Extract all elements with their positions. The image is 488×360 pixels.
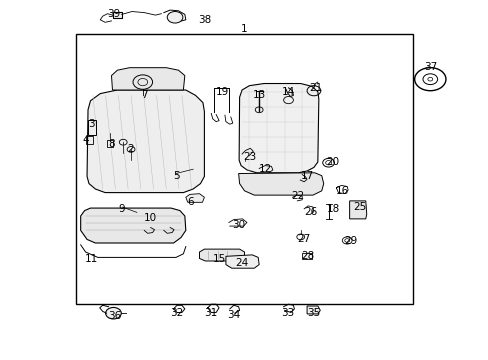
Bar xyxy=(86,136,92,144)
Polygon shape xyxy=(199,249,244,261)
Text: 7: 7 xyxy=(141,90,147,100)
Text: 21: 21 xyxy=(308,83,322,93)
Bar xyxy=(88,120,96,135)
Polygon shape xyxy=(87,90,204,193)
Polygon shape xyxy=(81,208,185,243)
Text: 17: 17 xyxy=(300,171,313,181)
Text: 33: 33 xyxy=(280,308,294,318)
Bar xyxy=(76,34,412,304)
Text: 25: 25 xyxy=(352,202,366,212)
Text: 39: 39 xyxy=(106,9,120,19)
Text: 15: 15 xyxy=(212,254,225,264)
Circle shape xyxy=(105,307,121,319)
Text: 5: 5 xyxy=(172,171,179,181)
Text: 38: 38 xyxy=(197,15,211,25)
Polygon shape xyxy=(185,194,204,202)
Text: 27: 27 xyxy=(297,234,310,244)
Text: 34: 34 xyxy=(226,310,240,320)
Text: 32: 32 xyxy=(170,308,183,318)
Text: 22: 22 xyxy=(291,191,305,201)
Text: 2: 2 xyxy=(127,144,134,154)
Text: 29: 29 xyxy=(344,236,357,246)
Text: 35: 35 xyxy=(306,308,320,318)
Text: 6: 6 xyxy=(187,197,194,207)
Text: 8: 8 xyxy=(108,139,115,149)
Bar xyxy=(113,12,122,18)
Polygon shape xyxy=(238,173,323,195)
Text: 3: 3 xyxy=(88,119,95,129)
Text: 26: 26 xyxy=(303,207,317,217)
Text: 37: 37 xyxy=(423,62,436,72)
Text: 14: 14 xyxy=(281,87,295,97)
Text: 31: 31 xyxy=(204,308,218,318)
Text: 12: 12 xyxy=(258,164,271,174)
Text: 19: 19 xyxy=(215,87,229,97)
Text: 1: 1 xyxy=(241,24,247,34)
Circle shape xyxy=(167,12,183,23)
Text: 18: 18 xyxy=(326,204,340,214)
Text: 11: 11 xyxy=(85,254,99,264)
Text: 4: 4 xyxy=(82,135,89,145)
Polygon shape xyxy=(349,201,366,219)
Bar xyxy=(301,253,312,259)
Text: 13: 13 xyxy=(252,90,265,100)
Bar xyxy=(107,140,113,147)
Text: 30: 30 xyxy=(232,220,244,230)
Text: 9: 9 xyxy=(118,204,124,214)
Text: 23: 23 xyxy=(242,152,256,162)
Polygon shape xyxy=(225,255,259,268)
Text: 36: 36 xyxy=(108,311,122,321)
Text: 28: 28 xyxy=(301,251,314,261)
Text: 16: 16 xyxy=(335,186,348,196)
Polygon shape xyxy=(239,84,318,173)
Text: 10: 10 xyxy=(144,213,157,223)
Polygon shape xyxy=(111,68,184,90)
Text: 20: 20 xyxy=(325,157,338,167)
Text: 24: 24 xyxy=(235,258,248,268)
Polygon shape xyxy=(306,306,320,314)
